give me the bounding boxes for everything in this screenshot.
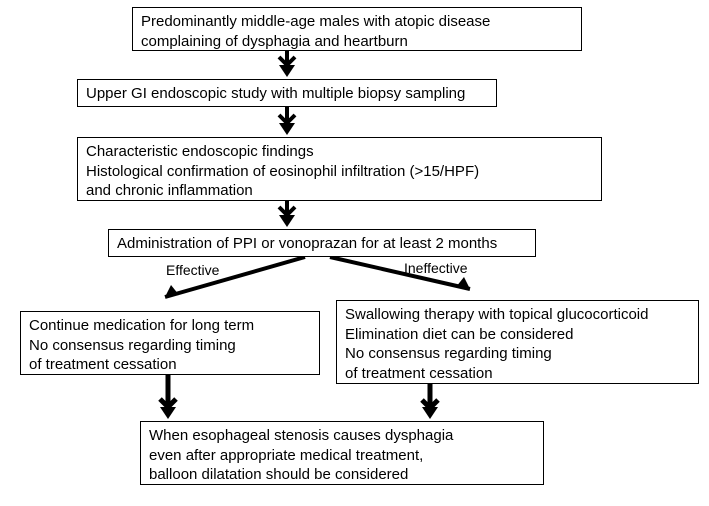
flow-node-n1: Predominantly middle-age males with atop… [132, 7, 582, 51]
flow-node-n7: When esophageal stenosis causes dysphagi… [140, 421, 544, 485]
flow-node-line: Histological confirmation of eosinophil … [86, 162, 593, 182]
edge-label-l2: Ineffective [404, 260, 468, 276]
flow-node-line: of treatment cessation [29, 355, 311, 375]
flow-node-line: of treatment cessation [345, 364, 690, 384]
flow-node-n2: Upper GI endoscopic study with multiple … [77, 79, 497, 107]
flow-edge-e1 [277, 51, 297, 79]
flow-node-n3: Characteristic endoscopic findingsHistol… [77, 137, 602, 201]
flow-node-line: Administration of PPI or vonoprazan for … [117, 234, 527, 254]
flow-node-line: Characteristic endoscopic findings [86, 142, 593, 162]
flow-node-line: No consensus regarding timing [345, 344, 690, 364]
flow-node-line: When esophageal stenosis causes dysphagi… [149, 426, 535, 446]
flow-node-n6: Swallowing therapy with topical glucocor… [336, 300, 699, 384]
flow-node-line: Continue medication for long term [29, 316, 311, 336]
flow-node-line: complaining of dysphagia and heartburn [141, 32, 573, 52]
flow-node-line: balloon dilatation should be considered [149, 465, 535, 485]
flow-node-line: and chronic inflammation [86, 181, 593, 201]
flow-node-line: Elimination diet can be considered [345, 325, 690, 345]
flow-node-line: Predominantly middle-age males with atop… [141, 12, 573, 32]
flow-node-line: Swallowing therapy with topical glucocor… [345, 305, 690, 325]
flow-edge-e7 [420, 384, 440, 421]
flow-node-line: even after appropriate medical treatment… [149, 446, 535, 466]
flow-edge-e2 [277, 107, 297, 137]
flow-node-n5: Continue medication for long termNo cons… [20, 311, 320, 375]
flow-node-line: Upper GI endoscopic study with multiple … [86, 84, 488, 104]
flow-node-line: No consensus regarding timing [29, 336, 311, 356]
flow-edge-e6 [158, 375, 178, 421]
flow-edge-e3 [277, 201, 297, 229]
edge-label-l1: Effective [166, 262, 219, 278]
flow-node-n4: Administration of PPI or vonoprazan for … [108, 229, 536, 257]
